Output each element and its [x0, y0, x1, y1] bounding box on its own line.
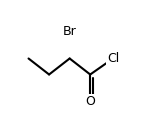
- Text: O: O: [85, 95, 95, 108]
- Text: Br: Br: [63, 25, 76, 38]
- Text: Cl: Cl: [107, 52, 119, 65]
